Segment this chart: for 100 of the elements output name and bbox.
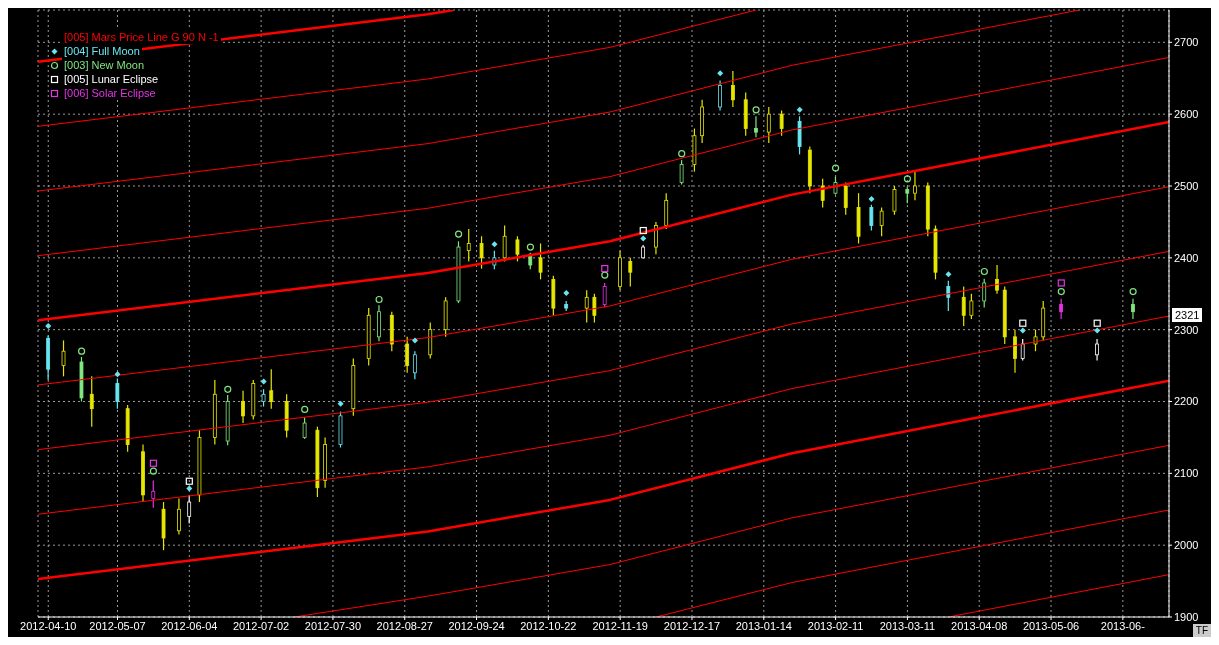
candlestick (538, 242, 543, 280)
x-tick-label: 2013-03-11 (879, 619, 936, 632)
y-tick-label: 2500 (1174, 179, 1199, 192)
candlestick (654, 221, 658, 255)
point (186, 485, 193, 492)
candlestick (1033, 329, 1038, 352)
point (1093, 319, 1101, 327)
candlestick (754, 115, 758, 138)
point (980, 267, 988, 276)
series-label: [005] Mars Price Line G 90 N -1 (62, 30, 221, 44)
candlestick (584, 289, 589, 324)
point (868, 195, 875, 202)
point (337, 400, 344, 407)
y-tick-label: 2200 (1174, 395, 1199, 408)
point (639, 226, 647, 235)
text: TF (1192, 624, 1211, 637)
x-tick-label: 2013-04-08 (951, 619, 1008, 632)
legend-label: [004] Full Moon (62, 44, 142, 58)
candlestick (679, 159, 684, 186)
candlestick (628, 257, 633, 288)
x-tick-label: 2012-07-02 (232, 619, 290, 632)
candlestick (766, 106, 771, 144)
line-series (38, 120, 1169, 322)
point (149, 467, 158, 475)
candlestick (982, 278, 987, 308)
y-tick-label: 2300 (1174, 323, 1199, 336)
point (945, 271, 952, 278)
candlestick (843, 181, 848, 216)
candlestick (995, 264, 999, 295)
point (1019, 327, 1026, 334)
point (601, 265, 609, 273)
candlestick (869, 204, 874, 232)
candlestick (269, 368, 274, 410)
y-tick-label: 2700 (1174, 36, 1199, 49)
candlestick (1131, 298, 1135, 320)
candlestick (602, 282, 607, 308)
point (832, 164, 840, 172)
x-tick-label: 2012-07-30 (304, 619, 362, 632)
point (185, 477, 193, 485)
candlestick (913, 171, 917, 201)
line-series (38, 315, 1169, 515)
x-tick-label: 2012-08-27 (376, 619, 433, 632)
legend-label: [006] Solar Eclipse (62, 86, 158, 100)
candlestick (187, 495, 192, 525)
point (1019, 319, 1027, 327)
x-tick-label: 2012-10-22 (520, 619, 577, 632)
candlestick (412, 350, 417, 380)
candlestick (405, 336, 410, 374)
candlestick (892, 185, 897, 216)
line-series (38, 10, 757, 127)
candlestick (969, 293, 974, 320)
x-tick-label: 2012-06-04 (161, 619, 218, 632)
legend-label: [003] New Moon (62, 58, 147, 72)
candlestick (115, 377, 120, 410)
point (375, 295, 383, 304)
line-series (38, 56, 1169, 257)
candlestick (515, 235, 520, 263)
point (526, 243, 535, 251)
line-series (38, 379, 1169, 581)
point (796, 106, 803, 113)
point (224, 385, 232, 393)
point (114, 371, 121, 378)
point (903, 175, 912, 183)
candlestick (730, 70, 735, 108)
point (78, 347, 86, 355)
point (1094, 327, 1101, 334)
x-tick-label: 2012-12-17 (663, 619, 721, 632)
candlestick (946, 280, 951, 312)
x-tick-label: 2013-01-14 (735, 619, 792, 632)
candlestick (241, 390, 245, 424)
point (45, 323, 52, 330)
y-tick-label: 2600 (1174, 108, 1199, 121)
point (301, 405, 309, 413)
x-tick-label: 2013-05-06 (1022, 619, 1080, 632)
legend-label: [005] Lunar Eclipse (62, 72, 161, 86)
point (1057, 279, 1065, 287)
candlestick (466, 228, 471, 263)
point (640, 235, 647, 242)
candlestick (302, 416, 307, 440)
x-tick-label: 2012-05-07 (89, 619, 146, 632)
y-tick-label: 2400 (1174, 251, 1199, 264)
candlestick (177, 497, 181, 535)
x-tick-label: 2012-11-19 (592, 619, 648, 632)
point (1057, 287, 1065, 296)
candlestick (1095, 338, 1099, 362)
point (1129, 287, 1137, 296)
candlestick (151, 479, 156, 509)
candlestick (879, 206, 884, 237)
candlestick (1059, 298, 1064, 320)
point (455, 230, 463, 238)
line-series (38, 250, 1169, 451)
x-tick-label: 2013-06- (1100, 619, 1146, 632)
annotation: 2321 (1171, 306, 1204, 323)
x-tick-label: 2012-04-10 (20, 619, 77, 632)
point (260, 378, 267, 385)
y-tick-label: 2100 (1174, 467, 1199, 480)
y-tick-label: 1900 (1174, 610, 1199, 623)
candlestick (1013, 329, 1017, 374)
point (412, 337, 418, 344)
y-tick-label: 2000 (1174, 539, 1199, 552)
